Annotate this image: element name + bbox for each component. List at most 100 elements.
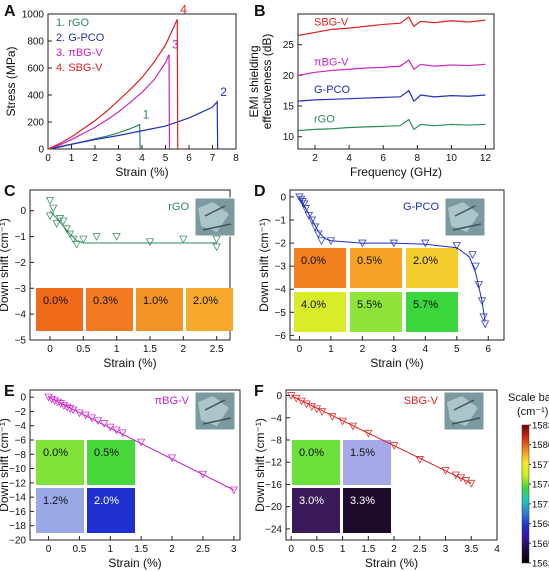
scale-bar-tick-label: 1562: [532, 559, 549, 570]
data-point: [452, 241, 461, 250]
panel-label: F: [254, 383, 264, 400]
x-tick-label: 2: [181, 344, 187, 355]
y-tick-label: 1000: [22, 10, 45, 21]
chart-panel-f: 0 0.5 1 1.5 2 2.5 3 3.5 4 0 −4 −8 −12 −16 −20 −24 Strain…: [253, 389, 500, 570]
y-axis-label: Down shift (cm⁻¹): [257, 218, 271, 312]
panel-label: C: [4, 183, 16, 200]
x-tick-label: 2: [169, 544, 175, 555]
data-point: [45, 212, 55, 221]
y-tick-label: −4: [271, 413, 283, 424]
x-tick-label: 3: [391, 344, 397, 355]
y-axis-label: Down shift (cm⁻¹): [0, 418, 11, 512]
raman-map-tile: [36, 440, 84, 485]
data-point: [52, 220, 61, 228]
plot-frame: [297, 13, 495, 150]
data-point: [229, 486, 238, 495]
data-point: [72, 240, 81, 249]
raman-map-tile: [294, 292, 346, 332]
x-tick-label: 6: [485, 344, 491, 355]
x-tick-label: 8: [415, 153, 421, 164]
data-point: [65, 230, 75, 239]
y-tick-label: −12: [9, 478, 26, 489]
raman-map-tile: [186, 288, 233, 331]
legend-entry: 3. πBG-V: [56, 47, 103, 59]
x-tick-label: 3: [231, 544, 237, 555]
raman-map-tile: [343, 488, 391, 533]
chart-panel-e: 0 0.5 1 1.5 2 2.5 3 0 −2 −4 −6 −8 −10 −12 −14 −16 −18 −20…: [0, 389, 241, 570]
y-tick-label: −4: [15, 421, 27, 432]
y-axis-label: EMI shielding: [247, 45, 261, 117]
raman-map-label: 0.5%: [94, 447, 119, 459]
series-name-label: SBG-V: [314, 16, 349, 28]
x-tick-label: 1.5: [361, 544, 375, 555]
raman-map-tile: [343, 440, 391, 485]
y-tick-label: −24: [265, 524, 282, 535]
series-line: [47, 54, 171, 150]
raman-map-label: 1.2%: [43, 495, 68, 507]
y-tick-label: 200: [27, 118, 44, 129]
data-point: [421, 239, 430, 248]
legend-entry: 1. rGO: [56, 17, 89, 29]
x-tick-label: 8: [233, 153, 239, 164]
x-tick-label: 5: [454, 344, 460, 355]
data-point: [59, 217, 68, 226]
series-marker-label: 1: [143, 108, 150, 122]
x-tick-label: 6: [186, 153, 192, 164]
raman-map-label: 0.0%: [299, 447, 324, 459]
raman-map-tile: [36, 488, 84, 533]
chart-title: πBG-V: [155, 395, 190, 407]
x-tick-label: 3: [443, 544, 449, 555]
sem-image: [202, 399, 232, 425]
y-tick-label: −18: [9, 521, 26, 532]
scale-bar-tick-label: 1568: [532, 519, 549, 530]
x-tick-label: 3: [116, 153, 122, 164]
y-tick-label: 0: [20, 206, 26, 217]
x-tick-label: 2: [312, 153, 318, 164]
data-point: [299, 200, 309, 209]
y-tick-label: 15: [283, 102, 295, 113]
data-point: [301, 205, 310, 213]
series-name-label: πBG-V: [314, 56, 349, 68]
scale-bar-tick-label: 1574: [532, 480, 549, 491]
y-tick-label: −20: [9, 536, 26, 547]
data-point: [44, 393, 53, 402]
x-tick-label: 5: [163, 153, 169, 164]
raman-map-label: 0.0%: [43, 447, 68, 459]
y-tick-label: −2: [275, 239, 287, 250]
x-tick-label: 12: [480, 153, 492, 164]
x-tick-label: 0.5: [310, 544, 324, 555]
sem-image: [452, 205, 482, 231]
data-point: [112, 233, 121, 241]
x-tick-label: 0: [297, 344, 303, 355]
series-line: [297, 16, 486, 37]
y-tick-label: 20: [283, 71, 295, 82]
fit-line: [49, 210, 217, 244]
x-tick-label: 3.5: [464, 544, 478, 555]
sem-image: [448, 202, 479, 232]
series-line: [297, 59, 486, 76]
x-tick-label: 4: [423, 344, 429, 355]
x-tick-label: 4: [139, 153, 145, 164]
x-tick-label: 1.5: [143, 344, 157, 355]
scale-bar-tick-label: 1577: [532, 460, 549, 471]
series-line: [47, 19, 179, 150]
raman-map-tile: [87, 488, 135, 533]
scale-bar: [521, 424, 530, 564]
raman-map-label: 5.7%: [413, 299, 438, 311]
fit-line: [299, 196, 486, 322]
y-tick-label: −2: [15, 407, 27, 418]
y-tick-label: −8: [271, 436, 283, 447]
panel-label: D: [254, 183, 266, 200]
chart-panel-b: 2 4 6 8 10 12 10 15 20 25 Frequency (GHz) EMI shiel…: [247, 13, 495, 179]
y-tick-label: −14: [9, 493, 26, 504]
sem-image: [451, 399, 481, 425]
legend-entry: 2. G-PCO: [56, 32, 105, 44]
y-tick-label: −4: [15, 310, 27, 321]
data-point: [62, 225, 71, 234]
raman-map-label: 2.0%: [94, 495, 119, 507]
y-tick-label: 25: [283, 40, 295, 51]
scale-bar-unit: (cm⁻¹): [517, 406, 548, 418]
data-point: [471, 262, 480, 271]
chart-panel-d: 0 1 2 3 4 5 6 0 −1 −2 −3 −4 −5 −6 Strain (%) Down shift…: [257, 189, 505, 370]
